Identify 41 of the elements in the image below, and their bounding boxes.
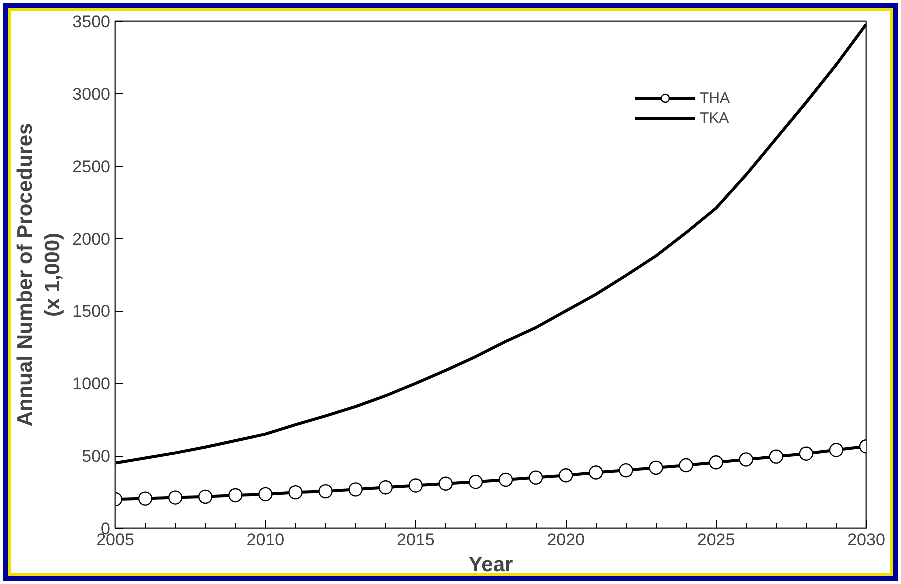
- point: [559, 468, 574, 483]
- point: [378, 480, 393, 495]
- y-tick-label: 1000: [72, 374, 111, 394]
- point: [438, 476, 454, 491]
- point: [408, 478, 423, 493]
- y-tick-label: 3500: [72, 12, 111, 32]
- point: [258, 487, 273, 502]
- point: [138, 492, 153, 506]
- x-tick-label: 2025: [697, 530, 736, 550]
- point: [619, 463, 634, 478]
- point: [468, 475, 484, 490]
- point: [589, 466, 604, 480]
- x-tick-label: 2010: [246, 530, 285, 550]
- point: [348, 482, 363, 497]
- point: [498, 472, 514, 488]
- point: [799, 446, 814, 461]
- x-axis-title: Year: [468, 554, 514, 576]
- legend-label: TKA: [700, 110, 730, 126]
- y-tick-label: 3000: [72, 84, 111, 104]
- point: [679, 458, 694, 473]
- legend-label: THA: [700, 90, 730, 106]
- point: [769, 450, 784, 464]
- point: [528, 470, 544, 485]
- line-series: [116, 22, 866, 465]
- y-tick-label: 500: [82, 447, 111, 466]
- point: [228, 488, 243, 503]
- point: [288, 485, 303, 500]
- x-tick-label: 2015: [396, 530, 435, 550]
- point: [198, 490, 213, 504]
- y-tick-label: 2000: [72, 230, 111, 249]
- x-tick-label: 2020: [547, 530, 586, 550]
- y-tick-label: 1500: [72, 302, 111, 322]
- point: [829, 443, 844, 458]
- point: [318, 484, 333, 499]
- point: [168, 490, 183, 505]
- point: [709, 456, 724, 470]
- x-tick-label: 2030: [848, 530, 886, 550]
- y-tick-label: 2500: [72, 157, 111, 176]
- point: [649, 460, 664, 476]
- y-axis-title: Annual Number of Procedures (x 1,000): [14, 123, 65, 427]
- point: [739, 452, 754, 467]
